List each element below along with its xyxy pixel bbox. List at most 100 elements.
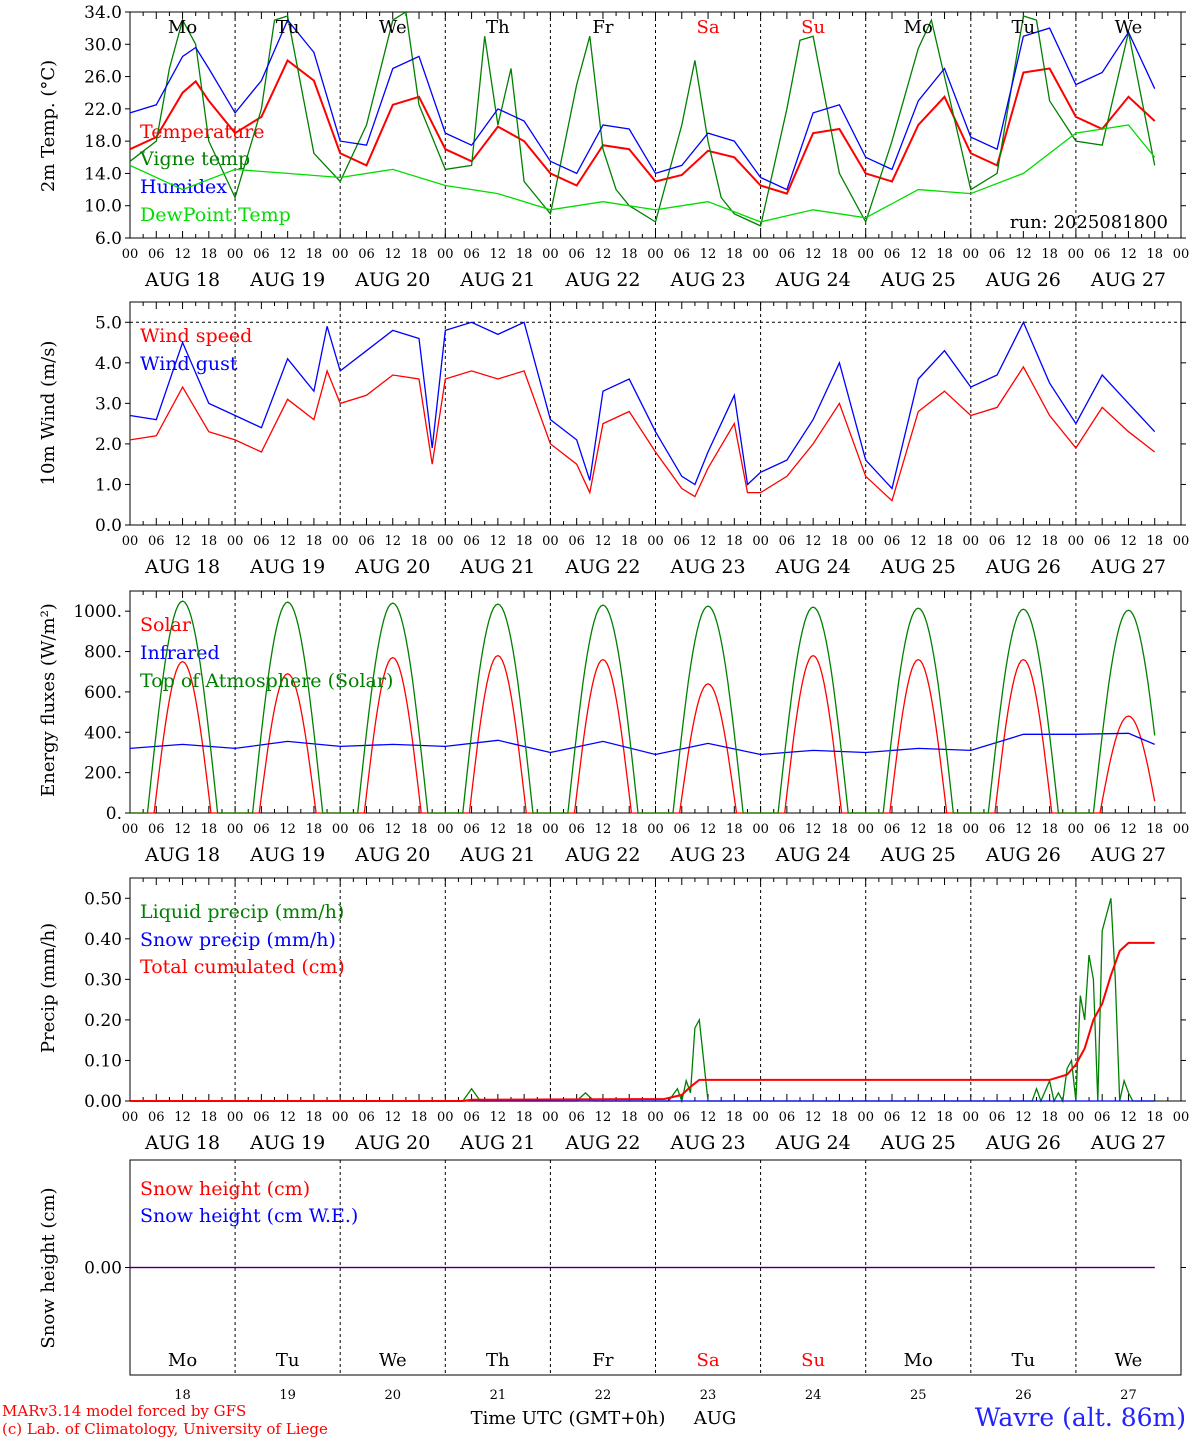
hour-tick-label: 12 — [700, 534, 717, 549]
weekday-label: We — [379, 17, 407, 38]
weekday-label: Mo — [168, 1350, 197, 1371]
series-line — [130, 600, 1156, 814]
weekday-label: Sa — [697, 17, 720, 38]
series-line — [129, 10, 1156, 227]
date-label: AUG 26 — [985, 269, 1061, 291]
y-axis-title: 10m Wind (m/s) — [38, 341, 59, 486]
hour-tick-label: 00 — [752, 822, 769, 837]
hour-tick-label: 12 — [174, 822, 191, 837]
hour-tick-label: 00 — [122, 534, 139, 549]
hour-tick-label: 12 — [279, 822, 296, 837]
hour-tick-label: 12 — [174, 534, 191, 549]
hour-tick-label: 18 — [201, 534, 218, 549]
date-label: AUG 21 — [459, 269, 535, 291]
hour-tick-label: 00 — [437, 822, 454, 837]
hour-tick-label: 12 — [805, 1110, 822, 1125]
legend-entry: Solar — [140, 614, 192, 636]
hour-tick-label: 00 — [857, 247, 874, 262]
y-axis-title: 2m Temp. (°C) — [38, 60, 59, 192]
hour-tick-label: 06 — [358, 247, 375, 262]
date-label: AUG 18 — [144, 556, 220, 578]
weekday-label: Fr — [592, 17, 613, 38]
series-line — [129, 18, 1156, 191]
date-label: AUG 27 — [1090, 269, 1166, 291]
hour-tick-label: 18 — [201, 1110, 218, 1125]
hour-tick-label: 18 — [936, 822, 953, 837]
hour-tick-label: 18 — [516, 1110, 533, 1125]
hour-tick-label: 12 — [490, 534, 507, 549]
hour-tick-label: 18 — [1146, 1110, 1163, 1125]
hour-tick-label: 06 — [148, 247, 165, 262]
legend-entry: Snow precip (mm/h) — [140, 929, 336, 951]
hour-tick-label: 12 — [910, 247, 927, 262]
y-axis-title: Precip (mm/h) — [38, 923, 59, 1053]
date-label: AUG 26 — [985, 556, 1061, 578]
date-label: AUG 23 — [669, 1132, 745, 1154]
weekday-label: Fr — [592, 1350, 613, 1371]
date-label: AUG 23 — [669, 844, 745, 866]
weekday-label: Tu — [1012, 17, 1036, 38]
hour-tick-label: 12 — [595, 534, 612, 549]
day-number-label: 23 — [700, 1388, 717, 1403]
hour-tick-label: 00 — [1173, 247, 1190, 262]
hour-tick-label: 18 — [306, 534, 323, 549]
hour-tick-label: 12 — [490, 247, 507, 262]
weekday-label: We — [379, 1350, 407, 1371]
hour-tick-label: 06 — [148, 534, 165, 549]
date-label: AUG 27 — [1090, 844, 1166, 866]
date-label: AUG 25 — [880, 269, 956, 291]
hour-tick-label: 12 — [279, 247, 296, 262]
hour-tick-label: 06 — [1094, 534, 1111, 549]
hour-tick-label: 00 — [227, 822, 244, 837]
hour-tick-label: 12 — [279, 1110, 296, 1125]
legend-entry: Snow height (cm W.E.) — [140, 1205, 358, 1227]
hour-tick-label: 18 — [831, 1110, 848, 1125]
hour-tick-label: 06 — [779, 534, 796, 549]
hour-tick-label: 12 — [1120, 1110, 1137, 1125]
hour-tick-label: 00 — [542, 822, 559, 837]
hour-tick-label: 18 — [411, 822, 428, 837]
weekday-label: Su — [801, 17, 825, 38]
weekday-label: Su — [801, 1350, 825, 1371]
run-label: run: 2025081800 — [1010, 212, 1168, 233]
hour-tick-label: 06 — [568, 1110, 585, 1125]
location-label: Wavre (alt. 86m) — [974, 1403, 1186, 1432]
hour-tick-label: 00 — [752, 247, 769, 262]
legend-entry: Wind gust — [140, 353, 238, 375]
legend-entry: Snow height (cm) — [140, 1178, 310, 1200]
date-label: AUG 23 — [669, 556, 745, 578]
hour-tick-label: 18 — [1146, 534, 1163, 549]
hour-tick-label: 00 — [122, 1110, 139, 1125]
hour-tick-label: 18 — [621, 1110, 638, 1125]
hour-tick-label: 18 — [726, 1110, 743, 1125]
weekday-label: Mo — [904, 17, 933, 38]
hour-tick-label: 12 — [910, 534, 927, 549]
day-number-label: 27 — [1120, 1388, 1137, 1403]
hour-tick-label: 18 — [306, 1110, 323, 1125]
hour-tick-label: 00 — [963, 822, 980, 837]
legend-entry: Liquid precip (mm/h) — [140, 901, 344, 923]
hour-tick-label: 06 — [674, 247, 691, 262]
date-label: AUG 21 — [459, 844, 535, 866]
panel-2-frame — [129, 301, 1182, 526]
weekday-label: We — [1115, 17, 1143, 38]
hour-tick-label: 12 — [1015, 534, 1032, 549]
day-number-label: 22 — [595, 1388, 612, 1403]
date-label: AUG 25 — [880, 556, 956, 578]
date-label: AUG 22 — [564, 556, 640, 578]
hour-tick-label: 06 — [884, 534, 901, 549]
hour-tick-label: 00 — [437, 534, 454, 549]
x-axis-title: Time UTC (GMT+0h) — [471, 1408, 666, 1429]
hour-tick-label: 06 — [989, 1110, 1006, 1125]
hour-tick-label: 06 — [884, 247, 901, 262]
y-tick-label: 14.0 — [84, 164, 122, 184]
hour-tick-label: 06 — [989, 247, 1006, 262]
hour-tick-label: 12 — [700, 1110, 717, 1125]
hour-tick-label: 00 — [1068, 1110, 1085, 1125]
y-tick-label: 0. — [106, 804, 122, 824]
y-tick-label: 0.00 — [84, 1259, 122, 1279]
y-tick-label: 0.10 — [84, 1051, 122, 1071]
date-label: AUG 26 — [985, 1132, 1061, 1154]
hour-tick-label: 12 — [595, 822, 612, 837]
hour-tick-label: 00 — [1068, 822, 1085, 837]
